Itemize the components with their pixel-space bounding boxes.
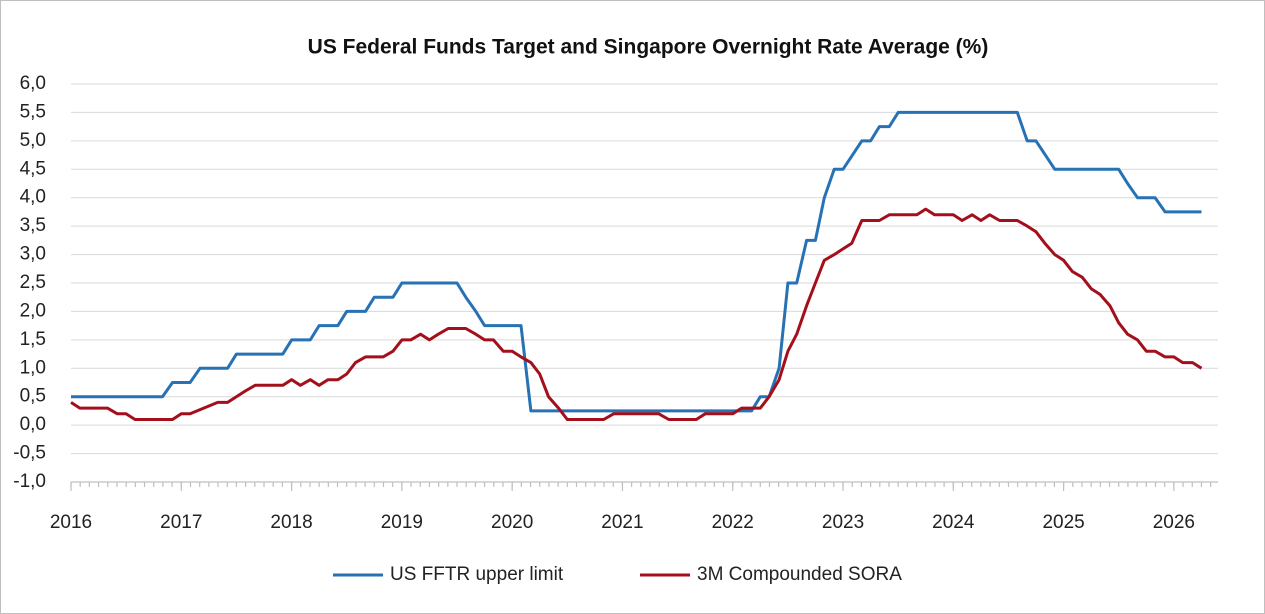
y-tick-label: 0,0 (20, 414, 46, 435)
x-tick-label: 2016 (50, 512, 92, 533)
x-tick-label: 2017 (160, 512, 202, 533)
y-tick-label: -1,0 (13, 471, 46, 492)
legend-label: 3M Compounded SORA (697, 564, 902, 585)
y-tick-label: 2,5 (20, 272, 46, 293)
x-tick-label: 2023 (822, 512, 864, 533)
x-tick-label: 2022 (712, 512, 754, 533)
y-tick-label: 2,0 (20, 300, 46, 321)
x-tick-label: 2018 (270, 512, 312, 533)
y-tick-label: 3,5 (20, 215, 46, 236)
series-line (70, 207, 1203, 421)
chart-title: US Federal Funds Target and Singapore Ov… (308, 36, 989, 59)
y-tick-label: 3,0 (20, 244, 46, 265)
y-tick-label: 1,5 (20, 329, 46, 350)
x-tick-label: 2026 (1153, 512, 1195, 533)
x-tick-label: 2021 (601, 512, 643, 533)
series-line (71, 110, 1202, 413)
y-tick-label: 1,0 (20, 357, 46, 378)
x-tick-label: 2019 (381, 512, 423, 533)
y-tick-label: 5,5 (20, 101, 46, 122)
y-tick-label: -0,5 (13, 443, 46, 464)
y-tick-label: 6,0 (20, 73, 46, 94)
y-tick-label: 4,5 (20, 158, 46, 179)
y-tick-label: 5,0 (20, 130, 46, 151)
y-tick-label: 4,0 (20, 187, 46, 208)
y-tick-label: 0,5 (20, 386, 46, 407)
x-tick-label: 2025 (1042, 512, 1084, 533)
legend-label: US FFTR upper limit (390, 564, 564, 585)
x-tick-label: 2020 (491, 512, 533, 533)
x-tick-label: 2024 (932, 512, 975, 533)
